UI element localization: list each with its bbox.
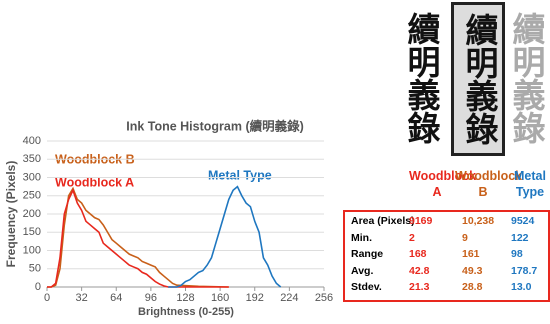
character-image: 續明義錄 bbox=[507, 12, 546, 144]
x-tick-label: 160 bbox=[211, 292, 229, 304]
row-label: Range bbox=[351, 248, 384, 260]
y-tick-label: 100 bbox=[23, 244, 41, 256]
chart: Ink Tone Histogram (續明義錄) Brightness (0-… bbox=[4, 118, 333, 318]
y-tick-label: 300 bbox=[23, 171, 41, 183]
table-cell: 178.7 bbox=[511, 264, 538, 277]
table-cell: 161 bbox=[462, 248, 480, 260]
y-tick-label: 150 bbox=[23, 226, 41, 238]
table-cell: 10,238 bbox=[462, 215, 495, 227]
y-tick-label: 400 bbox=[23, 135, 41, 147]
table-cell: 28.8 bbox=[462, 281, 483, 293]
y-tick-label: 250 bbox=[23, 190, 41, 202]
x-tick-label: 0 bbox=[44, 292, 50, 304]
x-tick-label: 224 bbox=[280, 292, 298, 304]
character-image: 續明義錄 bbox=[402, 12, 441, 144]
row-label: Min. bbox=[351, 231, 372, 244]
x-tick-label: 32 bbox=[76, 292, 88, 304]
table-cell: 122 bbox=[511, 231, 529, 244]
table-cell: 98 bbox=[511, 248, 523, 260]
table-cell: 13.0 bbox=[511, 281, 532, 293]
x-tick-label: 256 bbox=[315, 292, 333, 304]
y-axis-label: Frequency (Pixels) bbox=[4, 161, 18, 268]
x-tick-label: 96 bbox=[145, 292, 157, 304]
y-tick-label: 350 bbox=[23, 153, 41, 165]
series-line bbox=[47, 186, 229, 288]
table-cell: 9524 bbox=[511, 215, 535, 227]
series-line bbox=[47, 188, 229, 288]
table-cell: 42.8 bbox=[409, 264, 430, 277]
table-cell: 168 bbox=[409, 248, 427, 260]
row-label: Stdev. bbox=[351, 281, 382, 293]
table-cell: 9169 bbox=[409, 215, 433, 227]
series-line bbox=[168, 185, 282, 288]
y-tick-label: 50 bbox=[29, 263, 41, 275]
column-header: Woodblock B bbox=[455, 169, 523, 199]
x-axis-label: Brightness (0-255) bbox=[138, 306, 234, 318]
row-label: Avg. bbox=[351, 264, 374, 277]
row-label: Area (Pixels) bbox=[351, 215, 415, 227]
y-tick-label: 200 bbox=[23, 208, 41, 220]
table-cell: 49.3 bbox=[462, 264, 483, 277]
series-label: Woodblock A bbox=[55, 175, 134, 189]
series-label: Metal Type bbox=[208, 168, 272, 182]
column-header: Woodblock A bbox=[409, 169, 477, 199]
character-image: 續明義錄 bbox=[451, 2, 505, 156]
stats-table: Area (Pixels) 9169 10,238 9524 Min. 2 9 122 Rang… bbox=[343, 210, 550, 302]
column-header: Metal Type bbox=[514, 169, 546, 199]
chart-title: Ink Tone Histogram (續明義錄) bbox=[126, 118, 304, 133]
y-tick-label: 0 bbox=[35, 281, 41, 293]
table-cell: 21.3 bbox=[409, 281, 430, 293]
table-cell: 2 bbox=[409, 231, 415, 244]
x-tick-label: 64 bbox=[110, 292, 122, 304]
x-tick-label: 192 bbox=[246, 292, 264, 304]
x-tick-label: 128 bbox=[176, 292, 194, 304]
table-cell: 9 bbox=[462, 231, 468, 244]
